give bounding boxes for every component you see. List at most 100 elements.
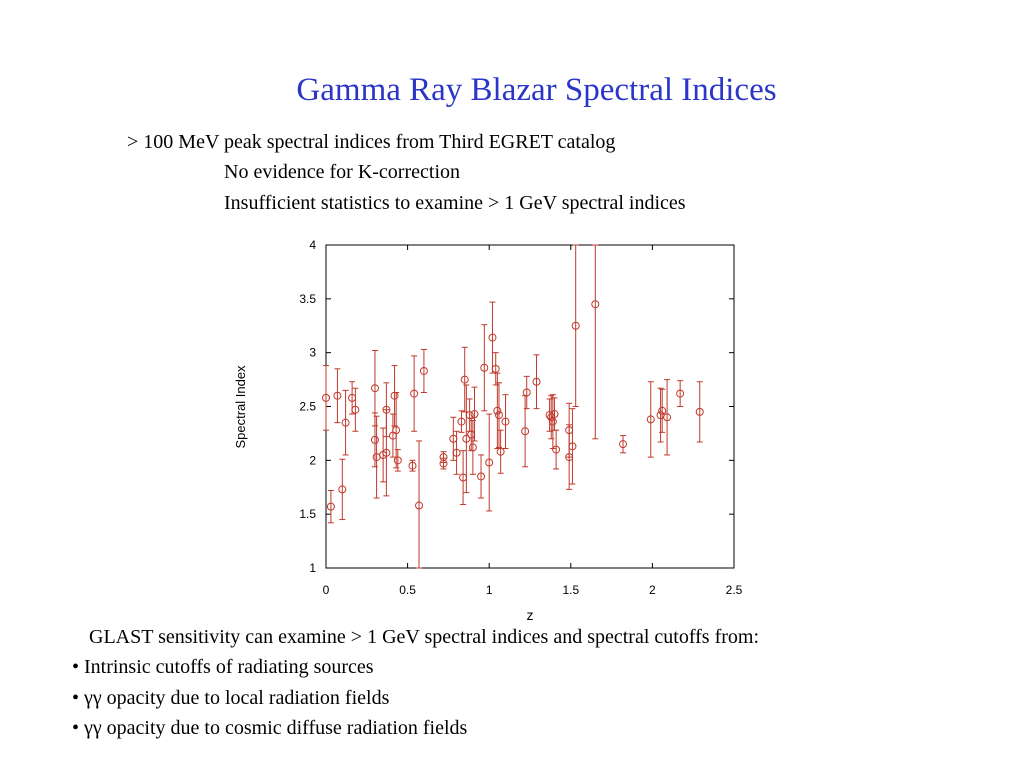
bullet-list: • Intrinsic cutoffs of radiating sources… — [72, 656, 467, 748]
data-point — [565, 402, 574, 458]
data-point — [372, 415, 381, 499]
data-point — [415, 440, 424, 569]
x-tick-label: 1 — [486, 583, 493, 597]
data-point — [351, 387, 360, 432]
point-marker — [568, 442, 577, 451]
data-point — [658, 388, 667, 433]
y-axis: 1 1.5 2 2.5 3 3.5 4 — [299, 238, 734, 575]
y-tick-label: 3.5 — [299, 292, 316, 306]
point-marker — [470, 410, 479, 419]
point-marker — [496, 447, 505, 456]
point-marker — [351, 405, 360, 414]
data-point — [663, 379, 672, 456]
data-point — [467, 417, 476, 452]
data-point — [676, 380, 685, 407]
x-tick-label: 1.5 — [562, 583, 579, 597]
y-tick-label: 1 — [309, 561, 316, 575]
point-marker — [521, 427, 530, 436]
point-marker — [658, 406, 667, 415]
data-point — [382, 409, 391, 497]
y-tick-label: 1.5 — [299, 507, 316, 521]
point-marker — [370, 384, 379, 393]
data-point — [459, 450, 468, 505]
data-point — [494, 382, 503, 448]
data-point — [619, 435, 628, 454]
data-point — [493, 372, 502, 449]
point-marker — [338, 485, 347, 494]
data-point — [460, 346, 469, 413]
data-point — [390, 365, 399, 427]
data-point — [591, 244, 600, 440]
data-point — [462, 384, 471, 494]
point-marker — [322, 393, 330, 402]
data-point — [338, 458, 347, 521]
intro-line: > 100 MeV peak spectral indices from Thi… — [127, 131, 616, 153]
bullet-item: • Intrinsic cutoffs of radiating sources — [72, 656, 374, 678]
point-marker — [676, 389, 685, 398]
point-marker — [341, 418, 350, 427]
point-marker — [695, 407, 704, 416]
point-marker — [439, 459, 448, 468]
data-point — [522, 375, 531, 410]
point-marker — [663, 413, 672, 422]
data-point — [552, 429, 561, 470]
point-marker — [646, 415, 655, 424]
bullet-item: • γγ opacity due to local radiation fiel… — [72, 686, 390, 709]
data-point — [326, 489, 335, 524]
x-tick-label: 2 — [649, 583, 656, 597]
point-marker — [415, 501, 424, 510]
data-point — [548, 394, 557, 449]
data-point — [477, 454, 486, 499]
point-marker — [452, 448, 461, 457]
data-point — [545, 398, 554, 432]
data-point — [408, 459, 417, 472]
point-marker — [333, 391, 342, 400]
point-marker — [485, 458, 494, 467]
x-tick-label: 0.5 — [399, 583, 416, 597]
point-marker — [457, 417, 466, 426]
data-point — [457, 410, 466, 433]
data-series — [322, 244, 704, 569]
data-point — [646, 381, 655, 458]
point-marker — [410, 389, 419, 398]
data-point — [491, 352, 500, 386]
point-marker — [419, 366, 428, 375]
point-marker — [548, 417, 557, 426]
data-point — [695, 381, 704, 443]
data-point — [452, 430, 461, 475]
x-tick-label: 0 — [323, 583, 330, 597]
data-point — [532, 354, 541, 410]
point-marker — [480, 363, 489, 372]
point-marker — [493, 406, 502, 415]
point-marker — [550, 410, 559, 419]
data-point — [501, 394, 510, 449]
data-point — [322, 365, 330, 431]
point-marker — [501, 417, 510, 426]
x-tick-label: 2.5 — [726, 583, 743, 597]
sub-point: No evidence for K-correction — [224, 161, 460, 183]
sub-point: Insufficient statistics to examine > 1 G… — [224, 192, 686, 214]
data-point — [419, 348, 428, 394]
data-point — [488, 301, 497, 374]
point-marker — [488, 333, 497, 342]
y-tick-label: 4 — [309, 238, 316, 252]
point-marker — [552, 445, 561, 454]
data-point — [341, 389, 350, 456]
x-axis-label: z — [527, 607, 534, 623]
point-marker — [408, 461, 417, 470]
point-marker — [460, 375, 469, 384]
point-marker — [462, 434, 471, 443]
point-marker — [591, 300, 600, 309]
point-marker — [393, 456, 402, 465]
data-point — [496, 429, 505, 474]
x-axis: 0 0.5 1 1.5 2 2.5 — [323, 245, 743, 597]
y-tick-label: 2 — [309, 453, 316, 467]
data-point — [333, 368, 342, 424]
point-marker — [571, 321, 580, 330]
data-point — [465, 398, 474, 432]
y-tick-label: 3 — [309, 346, 316, 360]
data-point — [470, 386, 479, 442]
data-point — [439, 457, 448, 470]
point-marker — [392, 426, 401, 435]
